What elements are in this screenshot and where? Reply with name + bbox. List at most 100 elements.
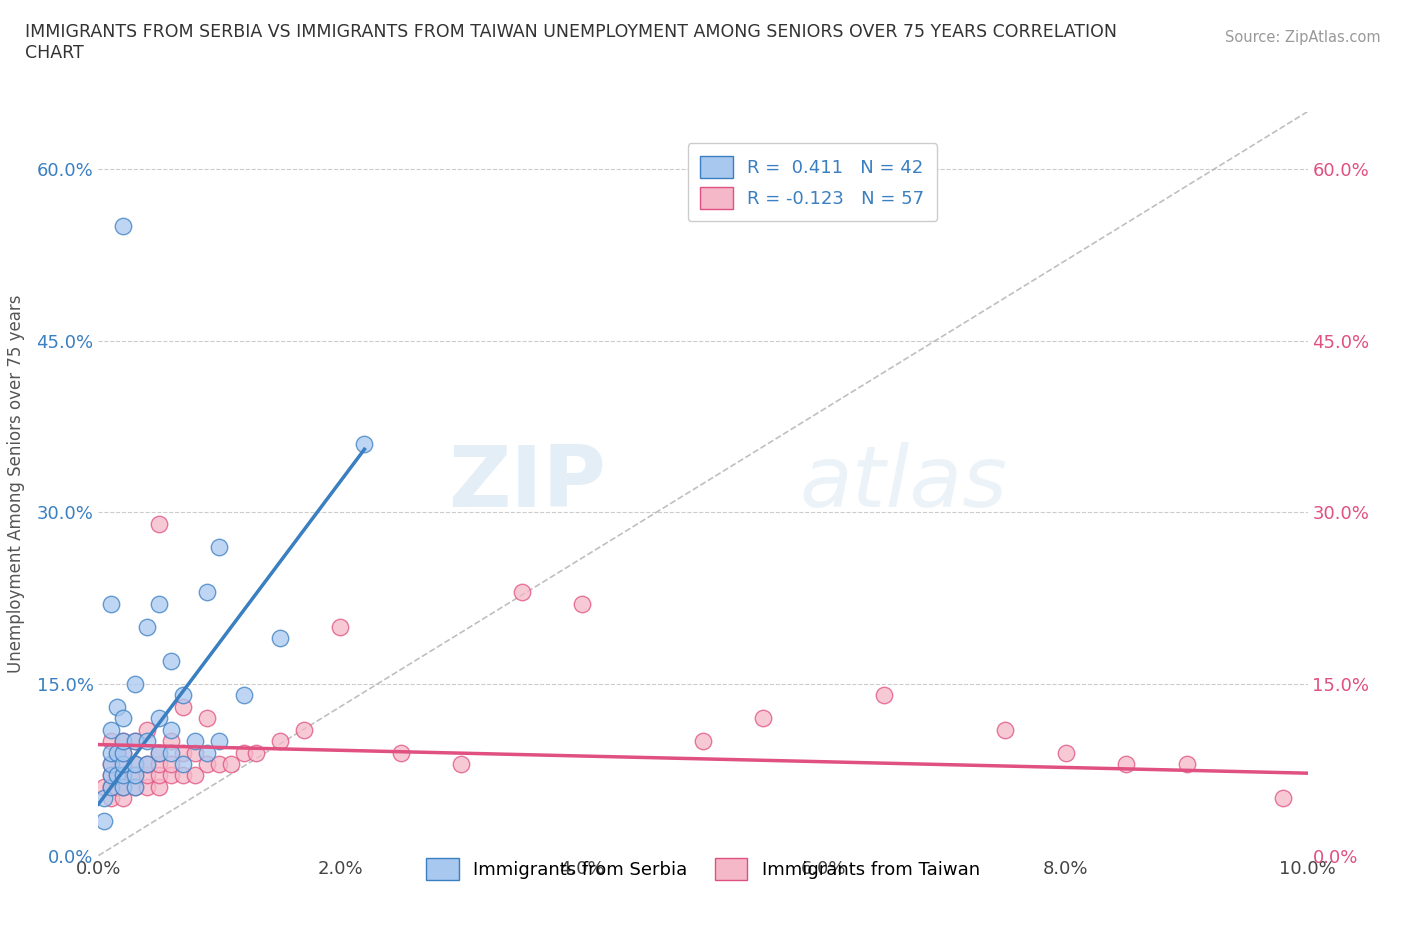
- Point: [100, 768, 122, 783]
- Point: [148, 779, 170, 794]
- Point: [111, 745, 134, 760]
- Point: [148, 711, 170, 725]
- Point: [148, 745, 170, 760]
- Point: [100, 723, 122, 737]
- Point: [111, 711, 134, 725]
- Point: [100, 757, 122, 772]
- Point: [93, 814, 115, 829]
- Point: [124, 779, 146, 794]
- Legend: Immigrants from Serbia, Immigrants from Taiwan: Immigrants from Serbia, Immigrants from …: [419, 851, 987, 887]
- Point: [148, 757, 170, 772]
- Point: [124, 676, 146, 691]
- Point: [510, 585, 533, 600]
- Point: [111, 790, 134, 805]
- Point: [172, 688, 194, 703]
- Point: [111, 219, 134, 233]
- Point: [111, 734, 134, 749]
- Point: [148, 768, 170, 783]
- Point: [450, 757, 472, 772]
- Point: [221, 757, 243, 772]
- Point: [353, 436, 375, 451]
- Text: atlas: atlas: [800, 442, 1008, 525]
- Point: [245, 745, 267, 760]
- Point: [124, 734, 146, 749]
- Point: [873, 688, 896, 703]
- Point: [1175, 757, 1198, 772]
- Point: [692, 734, 714, 749]
- Point: [160, 654, 183, 669]
- Point: [172, 768, 194, 783]
- Text: ZIP: ZIP: [449, 442, 606, 525]
- Point: [105, 699, 128, 714]
- Point: [148, 516, 170, 531]
- Point: [389, 745, 412, 760]
- Point: [160, 768, 183, 783]
- Point: [172, 699, 194, 714]
- Point: [111, 768, 134, 783]
- Text: Source: ZipAtlas.com: Source: ZipAtlas.com: [1225, 30, 1381, 45]
- Point: [184, 745, 207, 760]
- Point: [232, 688, 254, 703]
- Point: [111, 779, 134, 794]
- Point: [124, 779, 146, 794]
- Point: [100, 757, 122, 772]
- Point: [100, 768, 122, 783]
- Y-axis label: Unemployment Among Seniors over 75 years: Unemployment Among Seniors over 75 years: [7, 295, 25, 672]
- Point: [111, 745, 134, 760]
- Point: [100, 745, 122, 760]
- Point: [124, 757, 146, 772]
- Point: [105, 768, 128, 783]
- Point: [135, 768, 157, 783]
- Point: [148, 745, 170, 760]
- Point: [93, 790, 115, 805]
- Point: [172, 757, 194, 772]
- Point: [100, 596, 122, 611]
- Point: [100, 779, 122, 794]
- Point: [269, 734, 291, 749]
- Point: [100, 790, 122, 805]
- Point: [105, 745, 128, 760]
- Point: [111, 768, 134, 783]
- Point: [148, 596, 170, 611]
- Point: [329, 619, 352, 634]
- Point: [105, 779, 128, 794]
- Point: [160, 745, 183, 760]
- Point: [208, 539, 231, 554]
- Point: [100, 779, 122, 794]
- Point: [93, 779, 115, 794]
- Point: [752, 711, 775, 725]
- Point: [172, 745, 194, 760]
- Point: [124, 768, 146, 783]
- Point: [208, 757, 231, 772]
- Point: [292, 723, 315, 737]
- Point: [135, 619, 157, 634]
- Point: [160, 734, 183, 749]
- Point: [160, 723, 183, 737]
- Point: [105, 768, 128, 783]
- Point: [195, 585, 218, 600]
- Point: [135, 779, 157, 794]
- Point: [232, 745, 254, 760]
- Point: [135, 734, 157, 749]
- Point: [571, 596, 593, 611]
- Point: [994, 723, 1017, 737]
- Point: [208, 734, 231, 749]
- Point: [1272, 790, 1295, 805]
- Point: [135, 757, 157, 772]
- Point: [124, 734, 146, 749]
- Point: [269, 631, 291, 645]
- Point: [195, 757, 218, 772]
- Point: [1115, 757, 1137, 772]
- Point: [111, 757, 134, 772]
- Point: [105, 745, 128, 760]
- Point: [135, 757, 157, 772]
- Point: [1054, 745, 1077, 760]
- Point: [124, 768, 146, 783]
- Point: [195, 711, 218, 725]
- Point: [184, 768, 207, 783]
- Point: [135, 723, 157, 737]
- Point: [100, 734, 122, 749]
- Point: [184, 734, 207, 749]
- Point: [111, 757, 134, 772]
- Point: [160, 757, 183, 772]
